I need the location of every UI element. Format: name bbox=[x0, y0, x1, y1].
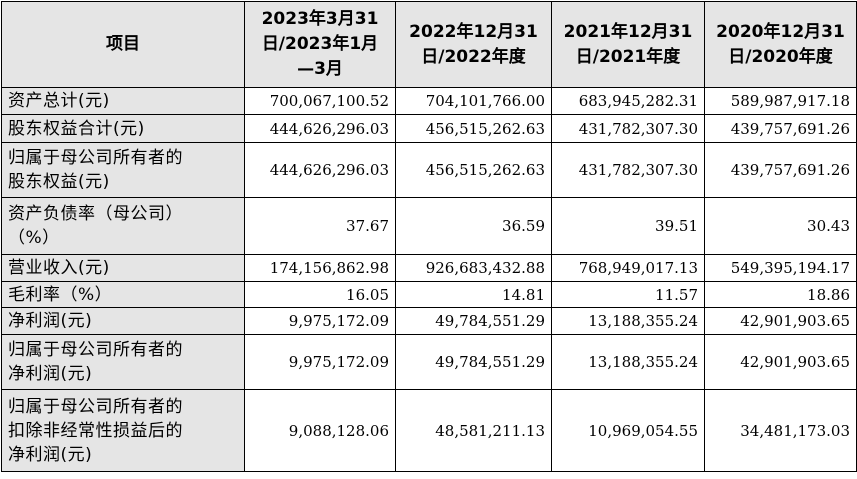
cell-2020: 18.86 bbox=[704, 281, 857, 308]
row-parent-net-profit: 归属于母公司所有者的 净利润(元) 9,975,172.09 49,784,55… bbox=[1, 334, 857, 390]
cell-2022: 48,581,211.13 bbox=[395, 389, 552, 472]
row-label: 营业收入(元) bbox=[1, 254, 245, 282]
cell-2020: 30.43 bbox=[704, 197, 857, 255]
cell-2022: 14.81 bbox=[395, 281, 552, 308]
row-net-profit: 净利润(元) 9,975,172.09 49,784,551.29 13,188… bbox=[1, 307, 857, 335]
cell-2020: 439,757,691.26 bbox=[704, 114, 857, 143]
cell-2022: 926,683,432.88 bbox=[395, 254, 552, 282]
cell-2022: 704,101,766.00 bbox=[395, 87, 552, 115]
header-2022: 2022年12月31 日/2022年度 bbox=[395, 1, 552, 88]
row-parent-equity: 归属于母公司所有者的 股东权益(元) 444,626,296.03 456,51… bbox=[1, 142, 857, 198]
header-2020: 2020年12月31 日/2020年度 bbox=[704, 1, 857, 88]
header-2023q1: 2023年3月31 日/2023年1月 —3月 bbox=[244, 1, 396, 88]
cell-2022: 456,515,262.63 bbox=[395, 142, 552, 198]
row-revenue: 营业收入(元) 174,156,862.98 926,683,432.88 76… bbox=[1, 254, 857, 282]
header-2021: 2021年12月31 日/2021年度 bbox=[551, 1, 705, 88]
cell-2020: 589,987,917.18 bbox=[704, 87, 857, 115]
row-label: 净利润(元) bbox=[1, 307, 245, 335]
cell-2020: 439,757,691.26 bbox=[704, 142, 857, 198]
row-gross-margin: 毛利率（%） 16.05 14.81 11.57 18.86 bbox=[1, 281, 857, 308]
cell-2023q1: 9,088,128.06 bbox=[244, 389, 396, 472]
cell-2022: 456,515,262.63 bbox=[395, 114, 552, 143]
row-label: 资产总计(元) bbox=[1, 87, 245, 115]
row-label: 资产负债率（母公司） （%） bbox=[1, 197, 245, 255]
cell-2021: 39.51 bbox=[551, 197, 705, 255]
row-label: 归属于母公司所有者的 股东权益(元) bbox=[1, 142, 245, 198]
cell-2021: 431,782,307.30 bbox=[551, 114, 705, 143]
row-label: 归属于母公司所有者的 净利润(元) bbox=[1, 334, 245, 390]
cell-2021: 10,969,054.55 bbox=[551, 389, 705, 472]
cell-2021: 13,188,355.24 bbox=[551, 334, 705, 390]
header-item: 项目 bbox=[1, 1, 245, 88]
cell-2023q1: 174,156,862.98 bbox=[244, 254, 396, 282]
cell-2020: 549,395,194.17 bbox=[704, 254, 857, 282]
cell-2023q1: 444,626,296.03 bbox=[244, 114, 396, 143]
row-label: 股东权益合计(元) bbox=[1, 114, 245, 143]
cell-2022: 49,784,551.29 bbox=[395, 334, 552, 390]
cell-2023q1: 37.67 bbox=[244, 197, 396, 255]
cell-2020: 42,901,903.65 bbox=[704, 307, 857, 335]
cell-2022: 49,784,551.29 bbox=[395, 307, 552, 335]
cell-2021: 11.57 bbox=[551, 281, 705, 308]
row-label: 归属于母公司所有者的 扣除非经常性损益后的 净利润(元) bbox=[1, 389, 245, 472]
cell-2023q1: 16.05 bbox=[244, 281, 396, 308]
cell-2021: 431,782,307.30 bbox=[551, 142, 705, 198]
cell-2020: 42,901,903.65 bbox=[704, 334, 857, 390]
cell-2021: 13,188,355.24 bbox=[551, 307, 705, 335]
header-row: 项目 2023年3月31 日/2023年1月 —3月 2022年12月31 日/… bbox=[1, 1, 857, 88]
row-total-assets: 资产总计(元) 700,067,100.52 704,101,766.00 68… bbox=[1, 87, 857, 115]
row-debt-ratio: 资产负债率（母公司） （%） 37.67 36.59 39.51 30.43 bbox=[1, 197, 857, 255]
cell-2023q1: 444,626,296.03 bbox=[244, 142, 396, 198]
cell-2023q1: 9,975,172.09 bbox=[244, 307, 396, 335]
cell-2021: 768,949,017.13 bbox=[551, 254, 705, 282]
row-label: 毛利率（%） bbox=[1, 281, 245, 308]
cell-2022: 36.59 bbox=[395, 197, 552, 255]
cell-2021: 683,945,282.31 bbox=[551, 87, 705, 115]
row-deducted-net-profit: 归属于母公司所有者的 扣除非经常性损益后的 净利润(元) 9,088,128.0… bbox=[1, 389, 857, 472]
cell-2020: 34,481,173.03 bbox=[704, 389, 857, 472]
cell-2023q1: 700,067,100.52 bbox=[244, 87, 396, 115]
cell-2023q1: 9,975,172.09 bbox=[244, 334, 396, 390]
row-total-equity: 股东权益合计(元) 444,626,296.03 456,515,262.63 … bbox=[1, 114, 857, 143]
